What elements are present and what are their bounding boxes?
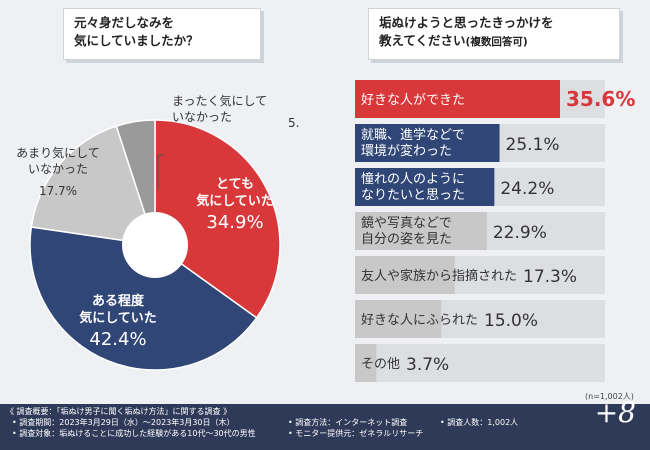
bar-category-2-line-1: なりたいと思った (361, 188, 465, 203)
pie-label-2-line-0: あまり気にして (16, 145, 100, 160)
bar-category-1-line-1: 環境が変わった (361, 143, 452, 159)
bar-question-box: 垢ぬけようと思ったきっかけを 教えてください(複数回答可) (368, 8, 620, 60)
bar-2 (355, 168, 495, 206)
pie-chart: とても気にしていた34.9%ある程度気にしていた42.4%あまり気にしていなかっ… (16, 93, 300, 371)
pie-center-hole (122, 212, 188, 278)
footer-target: • 調査対象：垢ぬけることに成功した経験がある10代〜30代の男性 (12, 429, 256, 438)
bar-value-6: 3.7% (406, 355, 449, 375)
bar-track-6 (355, 344, 605, 382)
bar-value-1: 25.1% (506, 135, 560, 155)
pie-question-box: 元々身だしなみを 気にしていましたか？ (63, 8, 261, 60)
bar-category-3-line-1: 自分の姿を見た (361, 231, 452, 247)
footer-period: • 調査期間：2023年3月29日（水）〜2023年3月30日（木） (12, 418, 235, 427)
pie-slice-1 (29, 226, 258, 371)
bar-6 (355, 344, 377, 382)
bar-5 (355, 300, 442, 338)
bar-question-line1: 垢ぬけようと思ったきっかけを (379, 15, 554, 30)
pie-question-line1: 元々身だしなみを (74, 15, 175, 30)
bar-category-4-line-0: 友人や家族から指摘された (361, 268, 517, 284)
pie-question-line2: 気にしていましたか？ (74, 33, 199, 48)
bar-question-suffix: (複数回答可) (465, 36, 528, 48)
bar-value-0: 35.6% (566, 87, 635, 111)
footer-title: 《 調査概要：「垢ぬけ男子に聞く垢ぬけ方法」に関する調査 》 (6, 407, 232, 416)
bar-category-0-line-0: 好きな人ができた (361, 93, 465, 108)
bar-0 (355, 80, 560, 118)
bar-category-2-line-0: 憧れの人のように (361, 172, 465, 187)
pie-value-1: 42.4% (89, 329, 146, 350)
pie-label-2-line-1: いなかった (28, 162, 88, 176)
pie-label-1-line-0: ある程度 (92, 293, 145, 309)
bar-4 (355, 256, 455, 294)
pie-slice-2 (30, 125, 157, 246)
bar-category-1-line-0: 就職、進学などで (361, 127, 465, 143)
brand-logo: +8 (594, 396, 636, 429)
bar-value-3: 22.9% (493, 223, 547, 243)
bar-value-5: 15.0% (484, 311, 538, 331)
pie-value-0: 34.9% (206, 212, 263, 233)
pie-label-0-line-0: とても (216, 177, 254, 192)
bar-1 (355, 124, 500, 162)
bar-category-6-line-0: その他 (361, 357, 400, 372)
pie-value-2: 17.7% (39, 184, 77, 198)
footer-method: • 調査方法：インターネット調査 (288, 418, 408, 427)
footer-provider: • モニター提供元：ゼネラルリサーチ (288, 429, 424, 438)
pie-label-3-line-1: いなかった (172, 110, 232, 124)
footer-count: • 調査人数：1,002人 (440, 418, 519, 427)
footer: 《 調査概要：「垢ぬけ男子に聞く垢ぬけ方法」に関する調査 》 • 調査期間：20… (0, 396, 650, 450)
pie-label-1-line-1: 気にしていた (79, 310, 157, 326)
bar-value-4: 17.3% (523, 267, 577, 287)
pie-label-0-line-1: 気にしていた (196, 193, 274, 209)
pie-value-3: 5.0% (288, 116, 300, 130)
bar-category-5-line-0: 好きな人にふられた (361, 313, 478, 328)
bar-3 (355, 212, 487, 250)
pie-slice-0 (154, 119, 281, 319)
sample-size-note: (n=1,002人) (585, 392, 634, 401)
pie-label-3-line-0: まったく気にして (172, 93, 267, 108)
bar-question-line2: 教えてください (379, 33, 466, 48)
bar-value-2: 24.2% (500, 179, 554, 199)
bar-category-3-line-0: 鏡や写真などで (361, 216, 452, 231)
